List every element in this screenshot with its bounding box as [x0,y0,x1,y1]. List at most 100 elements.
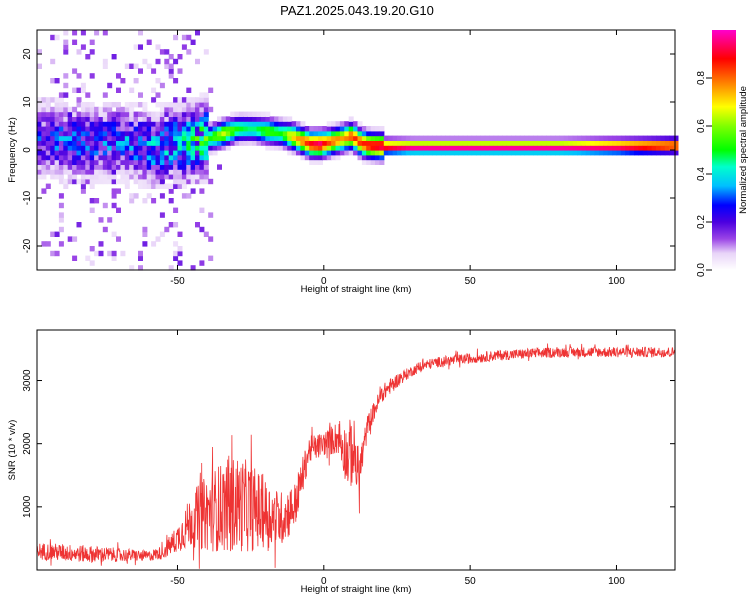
spectrogram-cell [296,130,301,137]
spectrogram-cell [177,126,183,132]
spectrogram-cell [50,231,56,237]
spectrogram-cell [234,121,240,127]
spectrogram-cell [410,145,416,151]
spectrogram-cell [335,140,341,146]
spectrogram-cell [195,169,200,175]
spectrogram-cell [555,150,560,156]
spectrogram-cell [120,145,126,151]
spectrogram-cell [607,140,613,146]
spectrogram-cell [94,159,100,165]
spectrogram-cell [243,116,249,122]
spectrogram-cell [190,140,196,146]
spectrogram-cell [102,154,108,161]
spectrogram-cell [58,145,64,151]
spectrogram-cell [383,145,389,151]
spectrogram-cell [124,178,130,185]
spectrogram-cell [129,87,135,93]
spectrogram-cell [50,135,56,141]
spectrogram-cell [45,126,51,132]
spectrogram-cell [199,154,205,161]
spectrogram-cell [116,145,121,151]
spectrogram-cell [401,150,407,156]
spectrogram-cell [133,102,139,108]
spectrogram-cell [515,145,521,151]
spectrogram-cell [181,106,187,113]
spectrogram-cell [304,135,310,141]
spectrogram-cell [164,164,170,170]
spectrogram-cell [133,178,139,185]
spectrogram-cell [67,159,73,165]
spectrogram-cell [50,174,56,180]
spectrogram-cell [462,135,468,141]
spectrogram-cell [116,236,121,242]
spectrogram-cell [265,116,271,122]
spectrogram-cell [138,174,143,180]
spectrogram-cell [199,169,205,175]
spectrogram-cell [537,145,543,151]
spectrogram-cell [37,106,42,113]
spectrogram-cell [58,226,64,233]
spectrogram-cell [318,150,323,156]
spectrogram-cell [313,126,319,132]
spectrogram-cell [58,202,64,209]
spectrogram-panel: -50 0 50 100 -20 -10 0 10 20 Height of straight… [7,29,679,295]
spectrogram-cell [585,135,591,141]
spectrogram-cell [76,169,82,175]
spectrogram-cell [133,126,139,132]
spectrogram-cell [89,49,95,55]
spectrogram-cell [199,92,205,98]
spectrogram-cell [159,169,165,175]
spectrogram-cell [151,116,157,122]
spectrogram-cell [129,174,135,180]
spectrogram-cell [50,169,56,175]
spectrogram-cell [331,145,337,151]
spectrogram-cell [173,121,179,127]
spectrogram-cell [331,126,337,132]
spectrogram-cell [67,126,73,132]
spectrogram-cell [370,150,376,156]
spectrogram-cell [291,150,297,156]
spectrogram-cell [300,121,306,127]
spectrogram-cell [50,34,56,41]
spectrogram-cell [620,145,626,151]
spectrogram-cell [164,106,170,113]
spectrogram-cell [511,135,517,141]
spectrogram-cell [107,164,113,170]
spectrogram-cell [594,135,600,141]
spectrogram-cell [41,188,47,194]
spectrogram-cell [181,145,187,151]
spectrogram-cell [98,174,104,180]
spectrogram-cell [76,121,82,127]
spectrogram-cell [129,126,135,132]
spectrogram-cell [80,150,86,156]
spectrogram-cell [159,212,165,218]
spectrogram-cell [265,140,271,146]
spectrogram-cell [107,82,113,89]
spectrogram-cell [85,150,91,156]
spectrogram-cell [195,154,200,161]
spectrogram-cell [89,145,95,151]
spectrogram-cell [225,130,231,137]
spectrogram-cell [181,135,187,141]
spectrogram-cell [309,130,315,137]
spectrogram-cell [296,121,301,127]
spectrogram-cell [186,102,192,108]
spectrogram-cell [116,164,121,170]
spectrogram-cell [550,150,556,156]
spectrogram-cell [577,140,582,146]
spectrogram-cell [230,140,236,146]
spectrogram-cell [497,135,503,141]
spectrogram-cell [440,140,446,146]
y-tick-label: 3000 [22,369,33,392]
spectrogram-cell [58,140,64,146]
spectrogram-cell [537,150,543,156]
spectrogram-cell [76,116,82,122]
spectrogram-cell [568,140,574,146]
colorbar-tick-label: 0.0 [696,263,707,277]
spectrogram-cell [138,102,143,108]
spectrogram-cell [563,145,569,151]
spectrogram-cell [173,58,179,65]
spectrogram-cell [357,121,363,127]
spectrogram-cell [102,126,108,132]
spectrogram-cell [366,126,372,132]
